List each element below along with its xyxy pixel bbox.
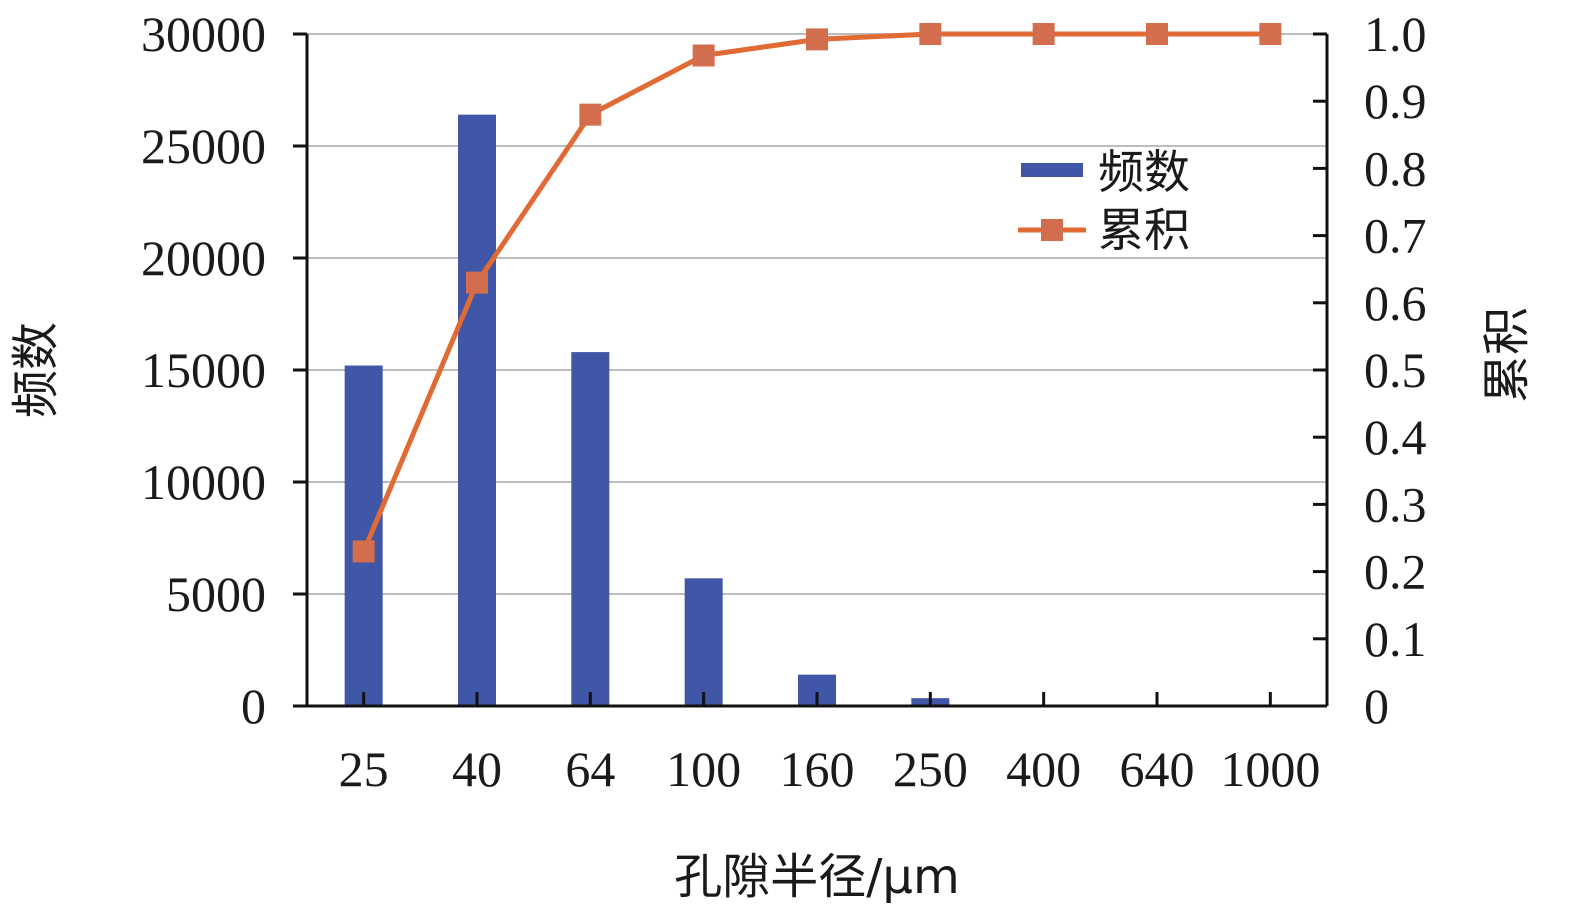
y-left-axis-title: 频数	[8, 322, 64, 418]
cumulative-marker	[1146, 23, 1168, 45]
legend-bar-swatch	[1021, 163, 1083, 177]
x-tick-label: 100	[666, 741, 741, 797]
y-right-tick-label: 0.5	[1364, 342, 1427, 398]
cumulative-line-series	[352, 23, 1282, 563]
y-left-tick-label: 0	[241, 678, 266, 734]
y-right-tick-label: 0.1	[1364, 611, 1427, 667]
y-right-tick-label: 0.8	[1364, 140, 1427, 196]
y-right-tick-label: 0	[1364, 678, 1389, 734]
y-left-tick-label: 10000	[141, 454, 266, 510]
y-right-axis-title: 累积	[1479, 307, 1535, 403]
legend: 频数 累积	[1018, 145, 1190, 257]
cumulative-marker	[806, 28, 828, 51]
y-left-tick-label: 15000	[141, 342, 266, 398]
x-tick-label: 640	[1120, 741, 1195, 797]
y-right-tick-label: 0.4	[1364, 409, 1427, 465]
cumulative-marker	[352, 540, 375, 563]
cumulative-marker	[1259, 23, 1282, 45]
x-tick-label: 1000	[1220, 741, 1320, 797]
bar	[684, 578, 723, 706]
x-tick-label: 64	[565, 741, 615, 797]
cumulative-line	[361, 31, 1271, 553]
cumulative-marker	[466, 271, 488, 294]
cumulative-marker	[919, 23, 942, 45]
cumulative-marker	[692, 44, 715, 67]
y-left-tick-label: 5000	[166, 566, 266, 622]
x-tick-label: 40	[452, 741, 502, 797]
y-right-tick-label: 0.9	[1364, 73, 1427, 129]
x-axis-title: 孔隙半径/μm	[674, 849, 959, 905]
legend-line-marker	[1041, 219, 1063, 241]
cumulative-marker	[1032, 23, 1055, 45]
y-right-tick-label: 0.2	[1364, 544, 1427, 600]
cumulative-marker	[579, 103, 602, 126]
axis-ticks	[293, 32, 1327, 708]
legend-line-label: 累积	[1098, 203, 1190, 257]
tick-labels: 0 5000 10000 15000 20000 25000 30000 0 0.1 0.2 0.3…	[141, 6, 1427, 797]
y-left-tick-label: 30000	[141, 6, 266, 62]
x-tick-label: 400	[1006, 741, 1081, 797]
bar-series	[344, 114, 950, 706]
y-right-tick-label: 1.0	[1364, 6, 1427, 62]
bar	[344, 365, 383, 706]
x-tick-label: 160	[780, 741, 855, 797]
y-left-tick-label: 20000	[141, 230, 266, 286]
legend-bar-label: 频数	[1098, 145, 1190, 199]
y-left-tick-label: 25000	[141, 118, 266, 174]
y-right-tick-label: 0.6	[1364, 275, 1427, 331]
bar	[571, 352, 610, 706]
y-right-tick-label: 0.3	[1364, 476, 1427, 532]
y-right-tick-label: 0.7	[1364, 208, 1427, 264]
x-tick-label: 250	[893, 741, 968, 797]
bar	[458, 114, 496, 706]
x-tick-label: 25	[339, 741, 389, 797]
